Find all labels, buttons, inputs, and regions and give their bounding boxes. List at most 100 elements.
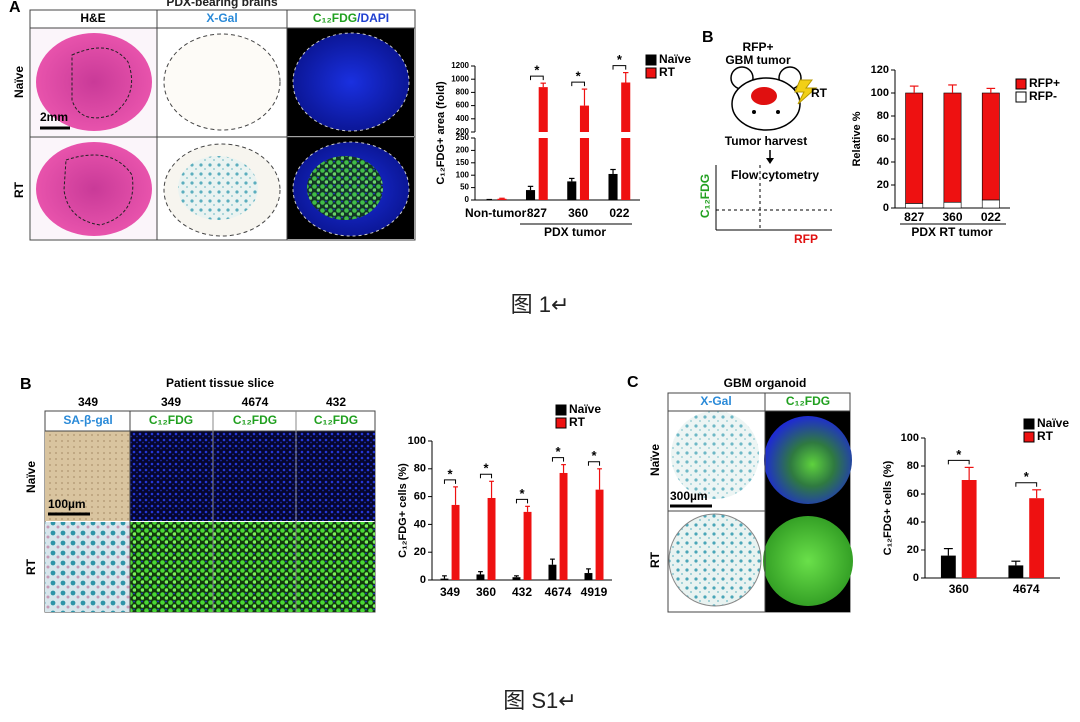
- significance-label: *: [447, 466, 453, 481]
- bar: [538, 87, 548, 200]
- x-tick-label: 349: [440, 585, 460, 599]
- y-tick-label: 1000: [451, 74, 469, 83]
- fdg-organoid: [764, 416, 852, 504]
- y-tick-label: 60: [877, 133, 889, 145]
- significance-label: *: [591, 448, 597, 463]
- panel-b-diagram: B RFP+ GBM tumor RT Tumor harvest Flow c…: [698, 29, 832, 246]
- panel-label: B: [20, 376, 32, 393]
- y-tick-label: 0: [465, 195, 470, 204]
- y-tick-label: 40: [877, 156, 889, 168]
- significance-bracket: [947, 459, 970, 465]
- diagram-text: RT: [811, 86, 828, 100]
- sa-bgal-image: [45, 522, 130, 612]
- fdg-signal: [307, 156, 383, 220]
- x-tick-label: 827: [527, 206, 547, 220]
- x-tick-label: 827: [904, 210, 924, 224]
- bar: [584, 573, 593, 580]
- legend-swatch: [645, 67, 657, 79]
- row-label: RT: [12, 181, 26, 198]
- bar-segment: [905, 203, 924, 209]
- x-tick-label: 022: [981, 210, 1001, 224]
- x-tick-label: 4674: [545, 585, 572, 599]
- y-tick-label: 80: [907, 460, 919, 472]
- arrow-head: [766, 158, 774, 164]
- bar: [525, 190, 536, 200]
- panel-title: PDX-bearing brains: [166, 0, 278, 9]
- panel-s1b-images: B Patient tissue slice 349 349 4674 432 …: [20, 376, 376, 613]
- tumor: [751, 87, 777, 105]
- sample-id: 349: [78, 395, 98, 409]
- caption: 图 S1↵: [503, 688, 576, 713]
- sa-bgal-image: [45, 431, 130, 521]
- panel-a-images: A PDX-bearing brains H&E X-Gal C₁₂FDG/DA…: [9, 0, 416, 241]
- bar: [487, 497, 496, 580]
- dapi-section: [292, 32, 410, 132]
- column-header: X-Gal: [206, 11, 237, 25]
- y-tick-label: 0: [913, 572, 919, 584]
- y-tick-label: 200: [456, 146, 470, 155]
- diagram-axis-label: RFP: [794, 232, 818, 246]
- bar: [497, 198, 507, 200]
- y-tick-label: 100: [456, 170, 470, 179]
- legend-swatch: [645, 54, 657, 66]
- row-label: RT: [648, 551, 662, 568]
- row-label: Naïve: [648, 444, 662, 476]
- bar: [608, 173, 618, 200]
- panel-label: B: [702, 29, 714, 46]
- charts: 05010015020025020040060080010001200Non-t…: [397, 52, 1069, 599]
- tumor-outline: [71, 47, 133, 119]
- significance-bracket: [1015, 482, 1038, 487]
- mouse-eye: [776, 110, 780, 114]
- y-tick-label: 250: [456, 133, 470, 142]
- significance-bracket: [612, 65, 627, 70]
- legend-swatch: [1015, 91, 1027, 103]
- x-tick-label: 432: [512, 585, 532, 599]
- x-tick-label: 360: [476, 585, 496, 599]
- column-header: H&E: [80, 11, 105, 25]
- x-tick-label: 022: [609, 206, 629, 220]
- y-tick-label: 50: [460, 183, 469, 192]
- bar: [579, 105, 590, 200]
- panel-title: GBM organoid: [724, 376, 807, 390]
- y-axis-label: Relative %: [851, 111, 863, 166]
- column-header: C₁₂FDG: [314, 413, 358, 427]
- fdg-image: [130, 431, 375, 521]
- axis-break: [476, 132, 641, 138]
- y-tick-label: 100: [901, 432, 919, 444]
- diagram-text: GBM tumor: [725, 53, 791, 67]
- header-part: /DAPI: [357, 11, 389, 25]
- bar: [1029, 498, 1045, 578]
- y-tick-label: 0: [883, 202, 889, 214]
- y-tick-label: 80: [877, 110, 889, 122]
- panel-s1c-images: C GBM organoid X-Gal C₁₂FDG Naïve RT 300…: [627, 374, 853, 613]
- y-axis-label: C₁₂FDG+ cells (%): [882, 460, 894, 555]
- significance-bracket: [551, 457, 565, 462]
- bar: [523, 511, 532, 580]
- brain-section: [36, 142, 152, 236]
- y-tick-label: 20: [414, 546, 426, 558]
- bar: [1008, 565, 1024, 578]
- legend-label: RFP+: [1029, 76, 1060, 90]
- brain-section: [36, 33, 152, 131]
- significance-label: *: [576, 69, 582, 84]
- y-tick-label: 600: [456, 101, 470, 110]
- fdg-organoid: [763, 516, 853, 606]
- y-tick-label: 20: [907, 544, 919, 556]
- sample-id: 349: [161, 395, 181, 409]
- legend-label: Naïve: [569, 402, 601, 416]
- tumor-outline: [63, 154, 134, 226]
- significance-label: *: [483, 461, 489, 476]
- x-tick-label: 4919: [581, 585, 608, 599]
- y-tick-label: 0: [420, 574, 426, 586]
- bar-segment: [905, 92, 924, 204]
- column-header: C₁₂FDG: [149, 413, 193, 427]
- column-header: C₁₂FDG: [786, 394, 830, 408]
- bar: [961, 480, 977, 578]
- bar-segment: [981, 199, 1000, 209]
- significance-bracket: [443, 479, 457, 484]
- legend-swatch: [555, 404, 567, 416]
- column-header: X-Gal: [700, 394, 731, 408]
- significance-bracket: [571, 81, 585, 87]
